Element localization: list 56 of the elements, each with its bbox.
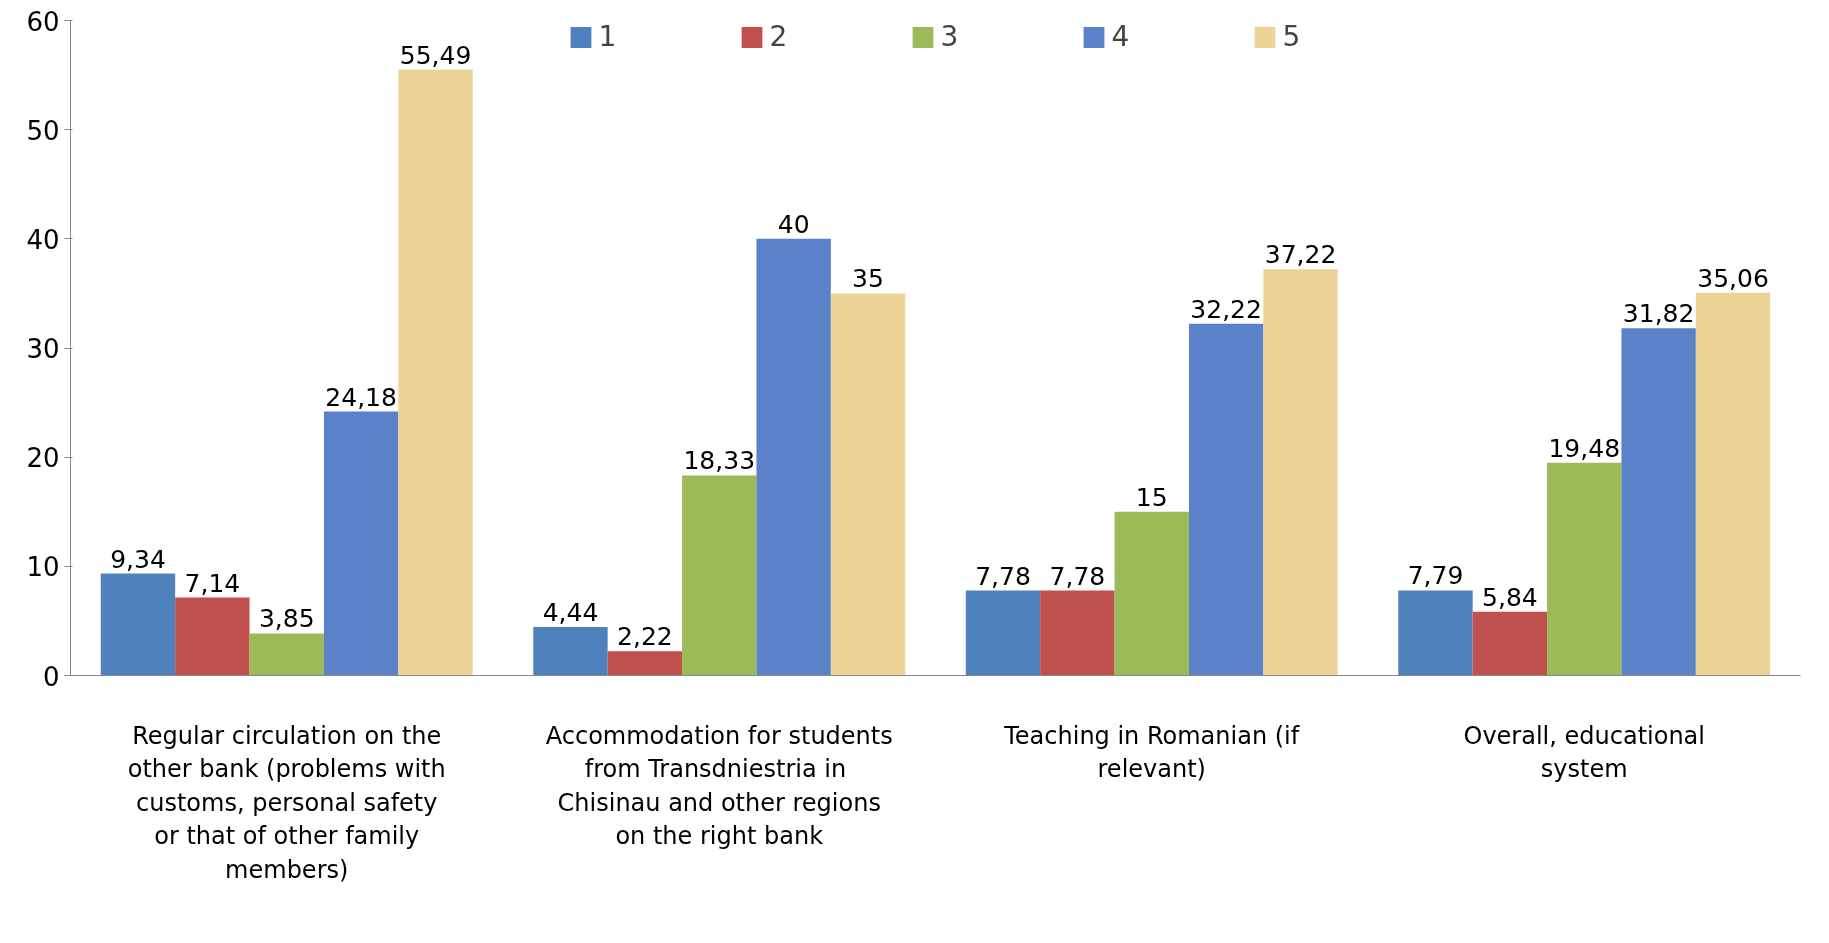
y-tick-label: 60 — [26, 6, 60, 37]
bar — [1188, 323, 1264, 676]
bar — [100, 573, 176, 676]
bar — [1040, 590, 1115, 676]
data-label: 15 — [1135, 482, 1168, 512]
y-tick-label: 0 — [42, 661, 60, 692]
y-tick-label: 30 — [26, 334, 60, 364]
bar — [1695, 292, 1771, 676]
bar — [175, 597, 250, 676]
bar — [1263, 269, 1338, 676]
bar — [756, 238, 831, 676]
data-label: 55,49 — [399, 40, 472, 70]
bar — [533, 627, 608, 676]
bar — [965, 590, 1041, 676]
bar — [1114, 511, 1189, 676]
bar — [682, 475, 757, 676]
y-tick-label: 20 — [26, 443, 60, 474]
x-tick-label: Accommodation for students from Transdniestria in Chisinau and other regions on the right bank — [545, 721, 893, 851]
legend-label: 5 — [1282, 20, 1302, 53]
legend-label: 2 — [769, 20, 789, 53]
legend-label: 1 — [598, 20, 618, 53]
x-tick-label: Overall, educational system — [1463, 721, 1706, 784]
x-tick-label: Teaching in Romanian (if relevant) — [1003, 721, 1300, 784]
legend-label: 3 — [940, 20, 960, 53]
bar — [323, 411, 399, 676]
data-label: 2,22 — [617, 622, 673, 652]
data-label: 32,22 — [1190, 294, 1262, 324]
bar — [1472, 611, 1548, 676]
y-tick-label: 10 — [26, 552, 60, 583]
y-tick-label: 50 — [26, 115, 60, 146]
bar — [1547, 462, 1622, 676]
data-label: 4,44 — [542, 598, 599, 628]
data-label: 7,78 — [975, 561, 1031, 591]
data-label: 18,33 — [683, 446, 756, 476]
y-tick-label: 40 — [26, 224, 60, 255]
data-label: 7,79 — [1407, 561, 1464, 591]
data-label: 7,14 — [184, 568, 241, 598]
data-label: 3,85 — [258, 604, 315, 634]
data-label: 19,48 — [1548, 433, 1621, 463]
bar — [607, 651, 683, 676]
data-label: 40 — [777, 209, 810, 239]
legend-label: 4 — [1111, 20, 1131, 53]
data-label: 7,78 — [1049, 561, 1106, 591]
data-label: 37,22 — [1264, 240, 1337, 270]
data-label: 31,82 — [1622, 299, 1695, 329]
data-label: 5,84 — [1482, 582, 1538, 612]
data-label: 9,34 — [110, 544, 166, 574]
data-label: 35 — [852, 264, 884, 294]
bar — [398, 69, 473, 676]
data-label: 24,18 — [325, 382, 397, 412]
bar — [249, 633, 324, 676]
bar — [1621, 328, 1696, 676]
x-tick-label: Regular circulation on the other bank (problems with customs, personal safety or that of other family members) — [127, 721, 446, 884]
bar — [830, 293, 906, 676]
bar — [1398, 590, 1473, 676]
data-label: 35,06 — [1697, 263, 1769, 293]
